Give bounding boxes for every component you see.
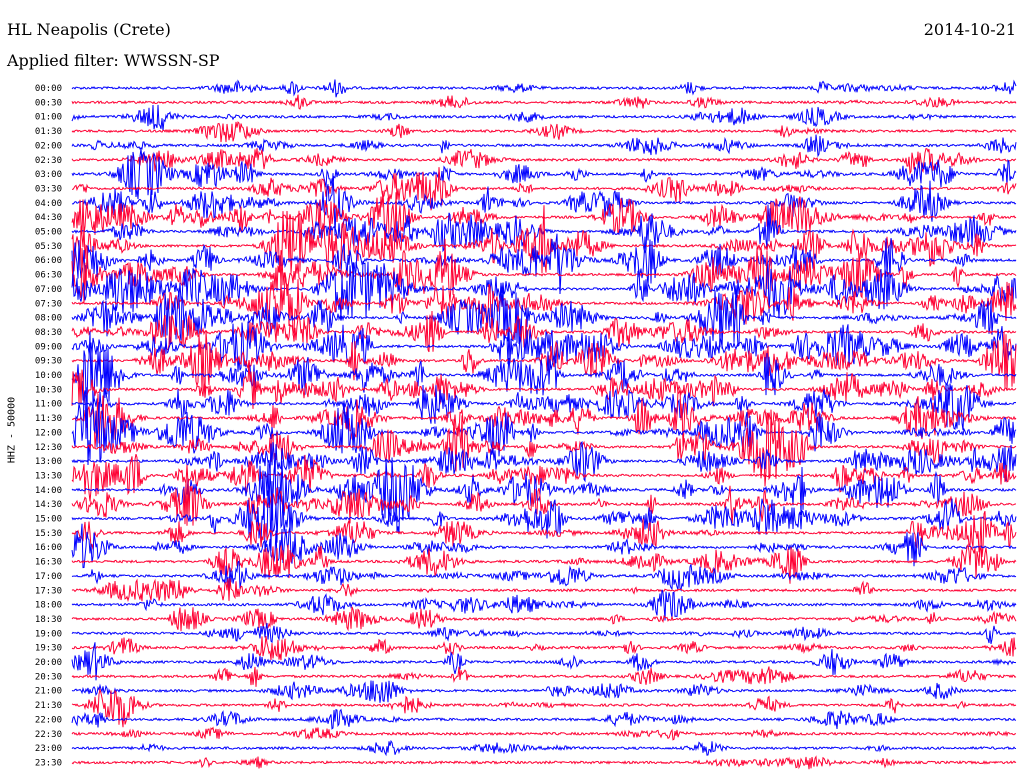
trace-line (71, 167, 1017, 211)
row-time-label: 22:00 (35, 715, 62, 725)
row-time-label: 04:00 (35, 199, 62, 209)
trace-line (71, 687, 1017, 728)
trace-line (71, 636, 1017, 661)
row-time-label: 18:00 (35, 601, 62, 611)
row-time-label: 06:30 (35, 271, 62, 281)
row-time-label: 04:30 (35, 213, 62, 223)
row-time-label: 13:30 (35, 471, 62, 481)
row-time-label: 22:30 (35, 730, 62, 740)
trace-line (71, 543, 1017, 584)
station-title: HL Neapolis (Crete) (7, 20, 171, 39)
trace-line (71, 364, 1017, 409)
row-time-label: 17:30 (35, 586, 62, 596)
row-time-label: 12:00 (35, 428, 62, 438)
trace-line (71, 726, 1016, 741)
trace-line (71, 510, 1017, 558)
trace-line (71, 523, 1017, 569)
row-time-label: 18:30 (35, 615, 62, 625)
filter-label: Applied filter: WWSSN-SP (7, 51, 220, 70)
row-time-label: 14:00 (35, 486, 62, 496)
row-time-label: 23:00 (35, 744, 62, 754)
row-time-label: 10:30 (35, 385, 62, 395)
trace-line (71, 666, 1017, 687)
row-time-label: 08:30 (35, 328, 62, 338)
trace-line (71, 173, 1017, 236)
row-time-label: 20:30 (35, 672, 62, 682)
row-time-label: 06:00 (35, 256, 62, 266)
trace-line (71, 453, 1017, 502)
trace-line (71, 384, 1017, 448)
trace-line (71, 104, 1017, 131)
trace-line (71, 481, 1017, 552)
trace-line (71, 94, 1017, 110)
row-time-label: 03:30 (35, 184, 62, 194)
trace-line (71, 285, 1017, 349)
row-time-label: 10:00 (35, 371, 62, 381)
trace-line (71, 560, 1017, 592)
row-time-label: 03:00 (35, 170, 62, 180)
trace-line (71, 238, 1017, 304)
row-time-label: 19:00 (35, 629, 62, 639)
trace-line (71, 622, 1017, 645)
trace-line (71, 606, 1017, 632)
row-time-label: 05:30 (35, 242, 62, 252)
row-time-label: 02:30 (35, 156, 62, 166)
row-time-label: 19:30 (35, 644, 62, 654)
row-time-label: 08:00 (35, 314, 62, 324)
row-time-label: 07:00 (35, 285, 62, 295)
row-time-label: 05:00 (35, 228, 62, 238)
row-time-label: 07:30 (35, 299, 62, 309)
trace-line (71, 680, 1017, 703)
row-time-label: 13:00 (35, 457, 62, 467)
trace-line (71, 409, 1017, 487)
row-time-label: 11:30 (35, 414, 62, 424)
trace-line (71, 708, 1017, 730)
row-time-label: 11:00 (35, 400, 62, 410)
trace-line (71, 755, 1017, 770)
trace-line (71, 321, 1017, 372)
trace-line (71, 382, 1017, 431)
row-time-label: 21:30 (35, 701, 62, 711)
row-time-label: 02:00 (35, 141, 62, 151)
row-time-label: 17:00 (35, 572, 62, 582)
row-time-label: 09:00 (35, 342, 62, 352)
trace-line (71, 148, 1017, 200)
row-time-label: 12:30 (35, 443, 62, 453)
row-time-label: 20:00 (35, 658, 62, 668)
trace-line (71, 387, 1017, 466)
row-time-label: 00:30 (35, 98, 62, 108)
trace-line (71, 739, 1017, 757)
row-time-label: 16:00 (35, 543, 62, 553)
trace-line (71, 121, 1017, 143)
trace-line (71, 331, 1017, 405)
trace-line (71, 310, 1017, 353)
trace-line (71, 79, 1017, 98)
row-time-label: 15:00 (35, 515, 62, 525)
row-time-label: 15:30 (35, 529, 62, 539)
row-time-label: 21:00 (35, 687, 62, 697)
trace-line (71, 589, 1017, 621)
trace-line (71, 578, 1017, 603)
row-time-label: 16:30 (35, 558, 62, 568)
trace-line (71, 272, 1017, 336)
trace-line (71, 642, 1017, 681)
trace-line (71, 331, 1017, 392)
trace-line (71, 440, 1017, 483)
row-time-label: 23:30 (35, 758, 62, 768)
plot-header: HL Neapolis (Crete) 2014-10-21 Applied f… (0, 0, 1024, 80)
row-time-label: 14:30 (35, 500, 62, 510)
trace-line (71, 148, 1017, 175)
row-time-label: 01:30 (35, 127, 62, 137)
trace-line (71, 134, 1017, 158)
row-time-label: 01:00 (35, 113, 62, 123)
trace-line (71, 478, 1016, 526)
trace-line (71, 260, 1017, 320)
row-time-label: 00:00 (35, 84, 62, 94)
record-date: 2014-10-21 (923, 20, 1016, 39)
row-time-label: 09:30 (35, 357, 62, 367)
trace-line (71, 457, 1017, 534)
